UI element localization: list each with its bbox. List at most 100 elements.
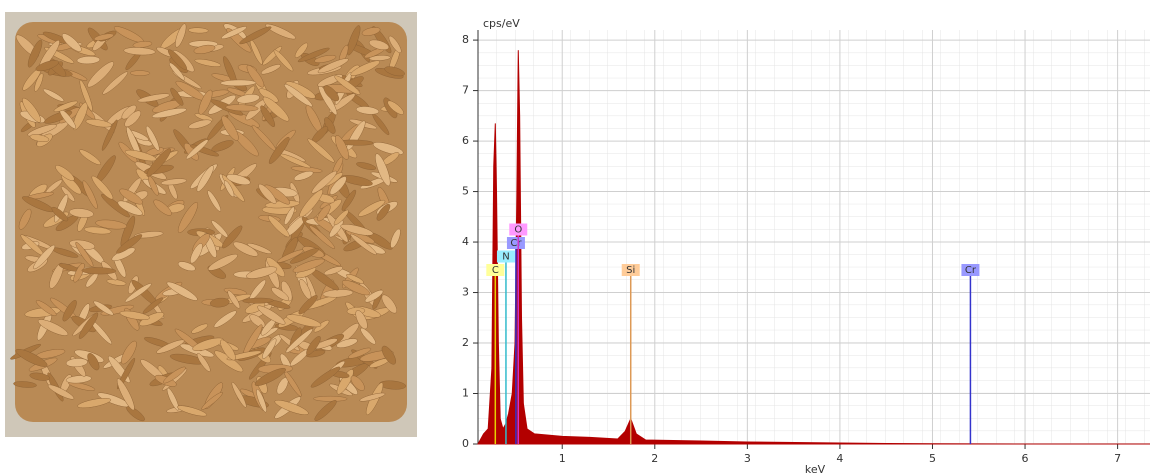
grain bbox=[341, 189, 357, 211]
grain bbox=[220, 79, 257, 87]
grain bbox=[310, 366, 341, 388]
grain bbox=[265, 23, 296, 40]
element-label: O bbox=[514, 225, 522, 236]
grain bbox=[359, 392, 386, 402]
grain bbox=[22, 97, 42, 123]
grain bbox=[368, 55, 391, 61]
grain bbox=[376, 203, 391, 221]
grain bbox=[334, 75, 361, 95]
grain bbox=[192, 337, 224, 351]
grain bbox=[297, 47, 330, 63]
grain bbox=[298, 295, 318, 315]
grain bbox=[27, 124, 57, 137]
grain bbox=[292, 258, 325, 273]
grain bbox=[95, 219, 127, 230]
grain bbox=[132, 41, 153, 48]
grain bbox=[145, 125, 160, 151]
grain bbox=[126, 406, 145, 422]
grain bbox=[116, 234, 143, 254]
grain bbox=[313, 395, 348, 402]
y-tick-label: 6 bbox=[462, 134, 469, 147]
grain bbox=[381, 294, 397, 314]
grain bbox=[160, 178, 187, 186]
x-tick-label: 6 bbox=[1022, 452, 1029, 465]
grain bbox=[81, 267, 116, 275]
grain bbox=[284, 83, 313, 107]
grain bbox=[169, 62, 185, 81]
grain bbox=[236, 94, 260, 104]
grain bbox=[257, 305, 286, 325]
grain bbox=[286, 314, 322, 328]
grain bbox=[124, 283, 152, 303]
grain bbox=[13, 381, 37, 388]
grain bbox=[258, 183, 277, 204]
grain bbox=[311, 170, 337, 194]
grain bbox=[242, 297, 274, 304]
y-tick-label: 7 bbox=[462, 84, 469, 97]
grain bbox=[102, 71, 129, 95]
grain bbox=[117, 200, 143, 216]
grain bbox=[211, 140, 234, 152]
grain bbox=[323, 85, 340, 102]
grain bbox=[245, 302, 266, 314]
grain bbox=[220, 339, 236, 361]
grain bbox=[29, 134, 50, 142]
grain bbox=[323, 266, 343, 276]
grain bbox=[47, 384, 75, 400]
grain bbox=[116, 378, 135, 411]
grain bbox=[213, 310, 237, 328]
grain bbox=[137, 93, 170, 103]
grain bbox=[274, 399, 309, 415]
y-tick-label: 3 bbox=[462, 286, 469, 299]
grain bbox=[364, 289, 384, 303]
grain bbox=[65, 358, 88, 368]
grain bbox=[368, 39, 390, 51]
grain bbox=[317, 204, 331, 222]
grain bbox=[75, 241, 94, 267]
grain bbox=[333, 209, 349, 226]
grain bbox=[151, 107, 187, 119]
grain bbox=[27, 39, 43, 68]
grain bbox=[285, 328, 313, 354]
grain bbox=[314, 400, 337, 421]
grain bbox=[51, 206, 69, 222]
grain bbox=[299, 189, 324, 218]
grain bbox=[69, 208, 94, 218]
y-tick-label: 5 bbox=[462, 185, 469, 198]
grain bbox=[35, 300, 57, 317]
grain bbox=[284, 206, 295, 225]
grain bbox=[260, 105, 276, 127]
grain bbox=[53, 100, 78, 112]
grain bbox=[346, 25, 361, 56]
grain bbox=[340, 224, 374, 236]
grain bbox=[35, 60, 59, 72]
grain bbox=[341, 280, 371, 296]
grain bbox=[167, 49, 187, 70]
grain bbox=[207, 190, 221, 212]
grain bbox=[381, 345, 396, 365]
grain bbox=[78, 312, 99, 339]
grain bbox=[34, 73, 44, 92]
grain bbox=[358, 199, 386, 217]
grain bbox=[73, 262, 85, 283]
grain bbox=[87, 61, 114, 88]
element-box bbox=[486, 264, 505, 276]
grain bbox=[198, 89, 213, 115]
grain bbox=[284, 215, 307, 238]
grain bbox=[68, 381, 96, 391]
grain bbox=[307, 138, 335, 163]
grain bbox=[123, 47, 156, 56]
grain bbox=[175, 23, 187, 48]
grain bbox=[361, 27, 381, 36]
grain bbox=[271, 287, 289, 301]
element-label: Cr bbox=[965, 265, 977, 276]
grain bbox=[306, 336, 321, 356]
grain bbox=[221, 225, 243, 249]
grain bbox=[55, 165, 75, 181]
grain bbox=[262, 338, 277, 359]
grain bbox=[314, 55, 337, 63]
grain bbox=[356, 162, 377, 170]
grain bbox=[43, 88, 65, 102]
grain bbox=[293, 170, 314, 181]
grain bbox=[221, 115, 239, 141]
